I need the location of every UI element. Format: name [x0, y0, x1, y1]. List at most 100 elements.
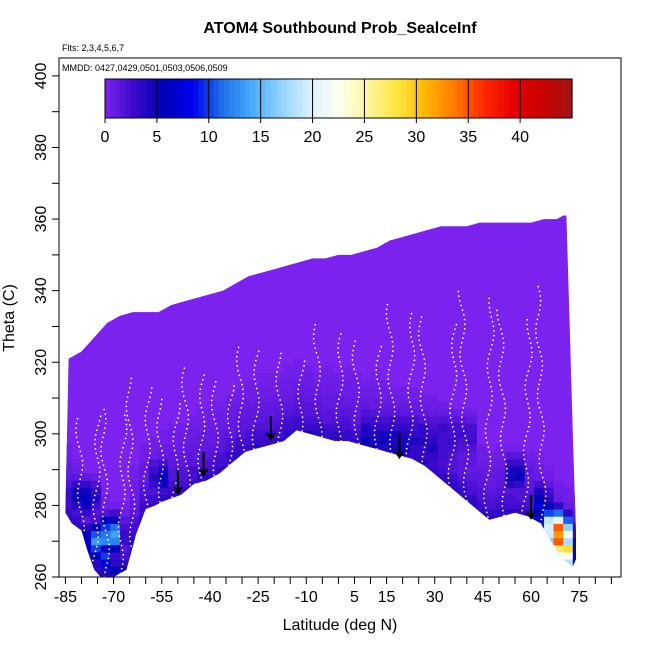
field-cell: [322, 458, 333, 467]
field-cell: [447, 530, 458, 539]
track-dot: [172, 435, 175, 438]
track-dot: [488, 451, 491, 453]
track-dot: [242, 388, 244, 391]
colorbar-swatch: [452, 79, 459, 118]
track-dot: [162, 463, 165, 466]
colorbar: 0 5 10 15 20 25 30 35 40: [101, 78, 573, 146]
track-dot: [419, 395, 422, 398]
field-cell: [120, 559, 131, 567]
colorbar-swatch: [411, 79, 417, 118]
colorbar-swatch: [125, 79, 132, 118]
track-dot: [421, 455, 424, 458]
field-cell: [543, 494, 554, 503]
field-cell: [495, 501, 506, 510]
track-dot: [497, 374, 500, 377]
track-dot: [124, 493, 126, 496]
track-dot: [356, 377, 358, 380]
field-cell: [399, 387, 410, 395]
field-cell: [380, 408, 391, 417]
track-dot: [96, 485, 99, 487]
field-cell: [274, 387, 285, 395]
track-dot: [97, 461, 100, 464]
field-cell: [71, 501, 82, 510]
track-dot: [321, 435, 323, 438]
field-cell: [553, 544, 564, 553]
colorbar-swatch: [416, 79, 423, 118]
field-cell: [505, 458, 516, 467]
track-dot: [238, 374, 241, 377]
track-dot: [130, 545, 133, 547]
track-dot: [419, 344, 422, 346]
track-dot: [281, 417, 284, 420]
track-dot: [465, 383, 468, 386]
track-dot: [492, 334, 495, 337]
track-dot: [93, 555, 96, 557]
field-cell: [187, 430, 198, 438]
track-dot: [491, 344, 493, 346]
field-cell: [370, 430, 381, 438]
track-dot: [80, 455, 83, 457]
field-cell: [177, 423, 188, 431]
field-cell: [206, 537, 217, 546]
field-cell: [226, 530, 237, 539]
track-dot: [420, 390, 422, 393]
field-cell: [129, 566, 140, 574]
field-cell: [254, 559, 265, 567]
track-dot: [486, 367, 489, 369]
track-dot: [132, 493, 135, 496]
track-dot: [125, 405, 128, 408]
field-cell: [120, 566, 131, 574]
track-dot: [124, 437, 127, 440]
track-dot: [541, 364, 544, 367]
track-dot: [297, 388, 300, 391]
field-cell: [100, 573, 111, 577]
field-cell: [139, 494, 150, 503]
track-dot: [493, 330, 495, 332]
track-dot: [529, 416, 532, 419]
field-cell: [341, 451, 352, 460]
field-cell: [495, 494, 506, 503]
field-cell: [187, 523, 198, 531]
colorbar-tick-label: 35: [459, 129, 477, 146]
field-cell: [505, 480, 516, 489]
track-dot: [484, 427, 487, 430]
track-dot: [503, 458, 506, 461]
field-cell: [370, 473, 381, 481]
track-dot: [188, 488, 191, 491]
track-dot: [375, 373, 378, 376]
track-dot: [76, 441, 79, 443]
field-cell: [245, 501, 256, 510]
track-dot: [501, 495, 504, 498]
field-cell: [515, 551, 526, 560]
track-dot: [461, 337, 464, 339]
track-dot: [253, 369, 256, 371]
track-dot: [421, 386, 423, 388]
track-dot: [104, 413, 107, 415]
track-dot: [299, 407, 302, 409]
track-dot: [411, 415, 414, 417]
field-cell: [409, 394, 420, 403]
track-dot: [102, 436, 104, 439]
track-dot: [99, 415, 102, 418]
track-dot: [159, 500, 161, 503]
field-cell: [437, 523, 448, 531]
field-cell: [466, 544, 477, 553]
field-cell: [274, 380, 285, 388]
field-cell: [139, 530, 150, 539]
field-cell: [389, 494, 400, 503]
field-cell: [158, 501, 169, 510]
track-dot: [525, 435, 528, 438]
field-cell: [524, 473, 535, 481]
field-cell: [197, 494, 208, 503]
track-dot: [81, 469, 84, 471]
field-cell: [332, 387, 343, 395]
track-dot: [230, 454, 233, 457]
colorbar-swatch: [234, 79, 241, 118]
track-dot: [171, 496, 174, 498]
track-dot: [123, 414, 126, 417]
track-dot: [390, 336, 393, 339]
field-cell: [457, 430, 468, 438]
track-dot: [522, 453, 525, 456]
field-cell: [322, 559, 333, 567]
field-cell: [283, 466, 294, 474]
